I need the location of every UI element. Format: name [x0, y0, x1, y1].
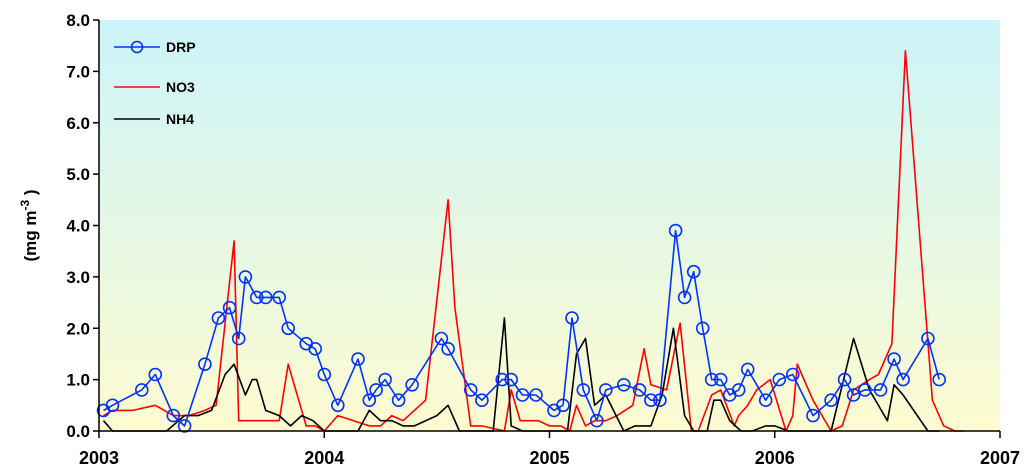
data-point-drp [556, 398, 570, 413]
data-point-drp [441, 341, 455, 356]
data-point-drp [644, 393, 658, 408]
y-tick-label: 1.0 [66, 371, 90, 390]
data-point-drp [475, 393, 489, 408]
data-point-drp [148, 367, 163, 382]
data-point-drp [434, 331, 449, 346]
data-point-drp [576, 383, 591, 397]
data-point-drp [616, 377, 631, 392]
data-point-drp [515, 388, 530, 402]
data-point-drp [598, 383, 613, 397]
data-point-drp [704, 372, 719, 387]
y-axis-title-close: ) [21, 189, 40, 199]
data-point-drp [463, 383, 478, 397]
data-point-drp [731, 383, 746, 397]
data-point-drp [806, 408, 820, 423]
series-line-drp [103, 229, 940, 427]
axes: 0.0 1.0 2.0 3.0 4.0 5.0 6.0 7.0 8.0 2003 2004 2005 2… [66, 11, 1020, 468]
x-tick-label: 2003 [79, 448, 119, 468]
data-point-drp [391, 393, 406, 408]
data-point-drp [166, 408, 181, 423]
plot-area [99, 20, 1000, 431]
legend-label-drp: DRP [166, 39, 196, 55]
y-axis-title-base: (mg m [21, 211, 40, 262]
data-point-drp [272, 290, 287, 305]
data-point-drp [921, 331, 935, 346]
data-point-drp [231, 331, 246, 346]
data-point-drp [758, 393, 773, 408]
y-axis-title: (mg m-3 ) [18, 189, 40, 261]
data-point-drp [351, 352, 365, 366]
data-point-drp [105, 398, 120, 413]
legend-label-nh4: NH4 [166, 111, 194, 127]
data-point-drp [249, 290, 264, 305]
data-point-drp [589, 413, 604, 428]
data-point-drp [222, 300, 237, 315]
x-tick-label: 2006 [755, 448, 795, 468]
data-point-drp [211, 311, 226, 325]
data-point-drp [529, 388, 543, 402]
data-point-drp [785, 367, 800, 382]
data-point-drp [887, 352, 901, 366]
data-point-drp [858, 383, 872, 397]
x-tick-label: 2007 [980, 448, 1020, 468]
data-point-drp [565, 311, 579, 325]
data-point-drp [632, 383, 647, 397]
data-point-drp [238, 270, 253, 284]
y-tick-label: 3.0 [66, 268, 90, 287]
data-point-drp [362, 393, 377, 408]
data-point-drp [686, 264, 701, 279]
legend: DRP NO3 NH4 [114, 39, 196, 127]
data-point-drp [824, 393, 838, 408]
y-tick-label: 0.0 [66, 422, 90, 441]
x-tick-label: 2004 [304, 448, 344, 468]
data-point-drp [369, 383, 383, 397]
data-point-drp [896, 372, 910, 387]
legend-marker-drp [130, 40, 144, 54]
x-tick-label: 2005 [529, 448, 569, 468]
data-point-drp [198, 357, 212, 372]
data-point-drp [330, 398, 345, 413]
legend-label-no3: NO3 [166, 79, 195, 95]
y-tick-label: 7.0 [66, 62, 90, 81]
data-point-drp [837, 372, 852, 387]
data-point-drp [495, 372, 510, 387]
series-layer [96, 49, 964, 433]
y-axis-title-sup: -3 [18, 200, 32, 211]
data-point-drp [405, 377, 419, 392]
data-point-drp [668, 223, 683, 238]
data-point-drp [177, 419, 192, 433]
data-point-drp [378, 372, 392, 387]
data-point-drp [504, 372, 519, 387]
y-tick-label: 2.0 [66, 319, 90, 338]
data-point-drp [873, 383, 888, 397]
data-point-drp [846, 388, 861, 402]
data-point-drp [932, 372, 947, 387]
data-point-drp [258, 290, 273, 305]
y-tick-label: 4.0 [66, 217, 90, 236]
data-point-drp [740, 362, 755, 377]
data-point-drp [653, 393, 667, 408]
y-tick-label: 6.0 [66, 114, 90, 133]
data-point-drp [281, 321, 296, 336]
y-tick-label: 5.0 [66, 165, 90, 184]
data-point-drp [135, 383, 149, 397]
data-point-drp [317, 367, 332, 382]
data-point-drp [677, 290, 692, 305]
data-point-drp [695, 321, 710, 336]
series-line-no3 [103, 49, 964, 432]
data-point-drp [772, 372, 787, 387]
data-point-drp [713, 372, 728, 387]
y-tick-label: 8.0 [66, 11, 90, 30]
data-point-drp [308, 341, 323, 356]
